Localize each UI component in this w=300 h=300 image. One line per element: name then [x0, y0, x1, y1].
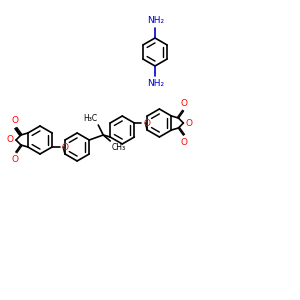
Text: H₃C: H₃C [83, 114, 97, 123]
Text: CH₃: CH₃ [111, 143, 125, 152]
Text: O: O [12, 116, 19, 125]
Text: O: O [12, 155, 19, 164]
Text: O: O [186, 118, 193, 127]
Text: O: O [180, 138, 188, 147]
Text: NH₂: NH₂ [147, 16, 165, 25]
Text: NH₂: NH₂ [147, 79, 165, 88]
Text: O: O [143, 118, 150, 127]
Text: O: O [180, 99, 188, 108]
Text: O: O [61, 142, 68, 152]
Text: O: O [7, 136, 14, 145]
